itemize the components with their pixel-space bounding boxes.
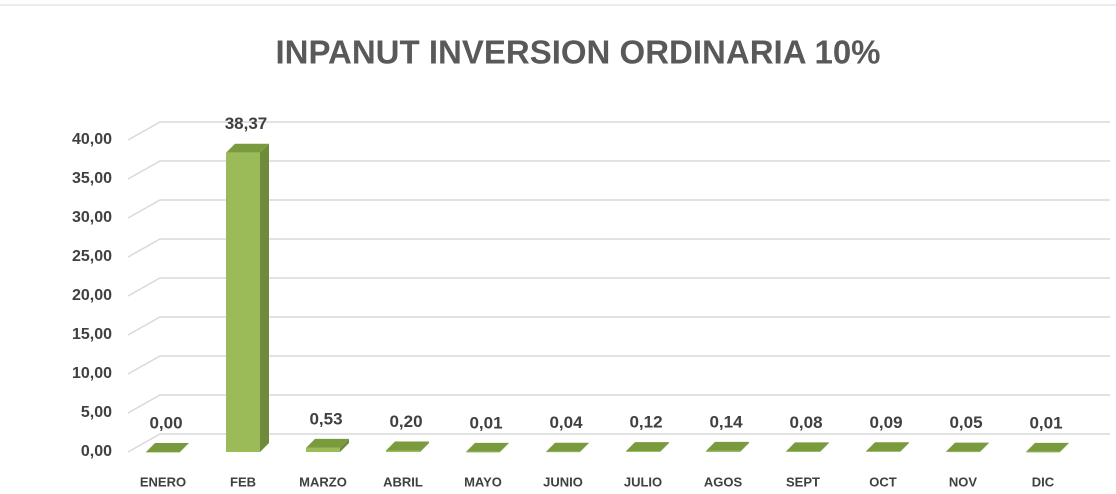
x-tick-label: SEPT: [786, 474, 820, 489]
data-label: 0,04: [549, 413, 583, 432]
grid-line: [127, 316, 1110, 336]
x-tick-label: ENERO: [140, 474, 186, 489]
bar: [626, 442, 669, 452]
data-label: 0,01: [469, 413, 502, 432]
bar: [946, 442, 989, 453]
bar-face: [580, 442, 589, 452]
bar-face: [226, 143, 269, 153]
grid-line: [127, 160, 1110, 180]
data-label: 0,08: [789, 413, 822, 432]
data-label: 0,12: [629, 413, 662, 432]
data-label: 0,00: [149, 413, 182, 432]
bar-face: [546, 442, 589, 452]
x-tick-label: OCT: [869, 474, 897, 489]
bar-face: [500, 442, 509, 452]
bar-face: [626, 451, 660, 452]
y-tick-label: 0,00: [81, 443, 112, 460]
bar-face: [740, 441, 749, 452]
y-tick-label: 10,00: [72, 365, 112, 382]
bar-face: [706, 441, 749, 451]
bar-face: [466, 442, 509, 452]
bar-face: [546, 451, 580, 453]
bar-face: [820, 442, 829, 452]
bar-face: [306, 438, 349, 448]
x-tick-label: NOV: [949, 474, 978, 489]
bar-face: [706, 450, 740, 452]
bar-face: [946, 442, 989, 452]
data-label: 0,14: [709, 412, 743, 431]
x-tick-label: JULIO: [624, 474, 662, 489]
bar-face: [146, 452, 180, 453]
bar-face: [146, 443, 189, 452]
bar-face: [1026, 442, 1069, 452]
bar: [466, 442, 509, 453]
bar-face: [786, 442, 829, 452]
bar-face: [866, 451, 900, 452]
bar-face: [900, 442, 909, 452]
bar-face: [1026, 451, 1060, 453]
y-tick-label: 25,00: [72, 248, 112, 265]
x-tick-label: ABRIL: [383, 474, 423, 489]
bar: [1026, 442, 1069, 453]
data-label: 0,01: [1029, 413, 1062, 432]
bar-face: [1060, 442, 1069, 452]
bar-face: [306, 447, 340, 452]
bar-face: [466, 451, 500, 453]
y-tick-label: 5,00: [81, 404, 112, 421]
y-tick-label: 15,00: [72, 326, 112, 343]
chart-title: INPANUT INVERSION ORDINARIA 10%: [275, 34, 880, 71]
bar: [306, 438, 349, 452]
grid-line: [127, 199, 1110, 219]
bar: [866, 442, 909, 452]
grid-line: [127, 355, 1110, 375]
y-tick-label: 40,00: [72, 131, 112, 148]
bar-face: [866, 442, 909, 452]
bar: [786, 442, 829, 452]
grid-line: [127, 433, 1110, 453]
grid-line: [127, 238, 1110, 258]
data-label: 0,05: [949, 413, 982, 432]
bar-face: [386, 450, 420, 452]
bar-face: [386, 441, 429, 451]
grid-line: [127, 277, 1110, 297]
y-tick-label: 35,00: [72, 170, 112, 187]
x-tick-label: JUNIO: [543, 474, 583, 489]
y-tick-label: 30,00: [72, 209, 112, 226]
bar-face: [340, 438, 349, 452]
bar-face: [946, 451, 980, 453]
grid-line: [127, 394, 1110, 414]
bar: [146, 443, 189, 453]
x-tick-label: FEB: [230, 474, 256, 489]
x-tick-label: AGOS: [704, 474, 743, 489]
bar-face: [226, 152, 260, 453]
y-tick-label: 20,00: [72, 287, 112, 304]
bar-face: [660, 442, 669, 452]
bar-face: [260, 143, 269, 453]
bar: [546, 442, 589, 453]
data-label: 0,53: [309, 409, 342, 428]
bar-face: [626, 442, 669, 452]
bar: [706, 441, 749, 452]
data-label: 38,37: [225, 114, 268, 133]
bar-face: [420, 441, 429, 452]
bar: [226, 143, 269, 453]
x-tick-label: MARZO: [299, 474, 347, 489]
bar-face: [980, 442, 989, 452]
data-label: 0,20: [389, 412, 422, 431]
bar-face: [786, 451, 820, 452]
x-tick-label: DIC: [1032, 474, 1055, 489]
grid-line: [127, 121, 1110, 141]
data-label: 0,09: [869, 413, 902, 432]
bar: [386, 441, 429, 452]
x-tick-label: MAYO: [464, 474, 502, 489]
